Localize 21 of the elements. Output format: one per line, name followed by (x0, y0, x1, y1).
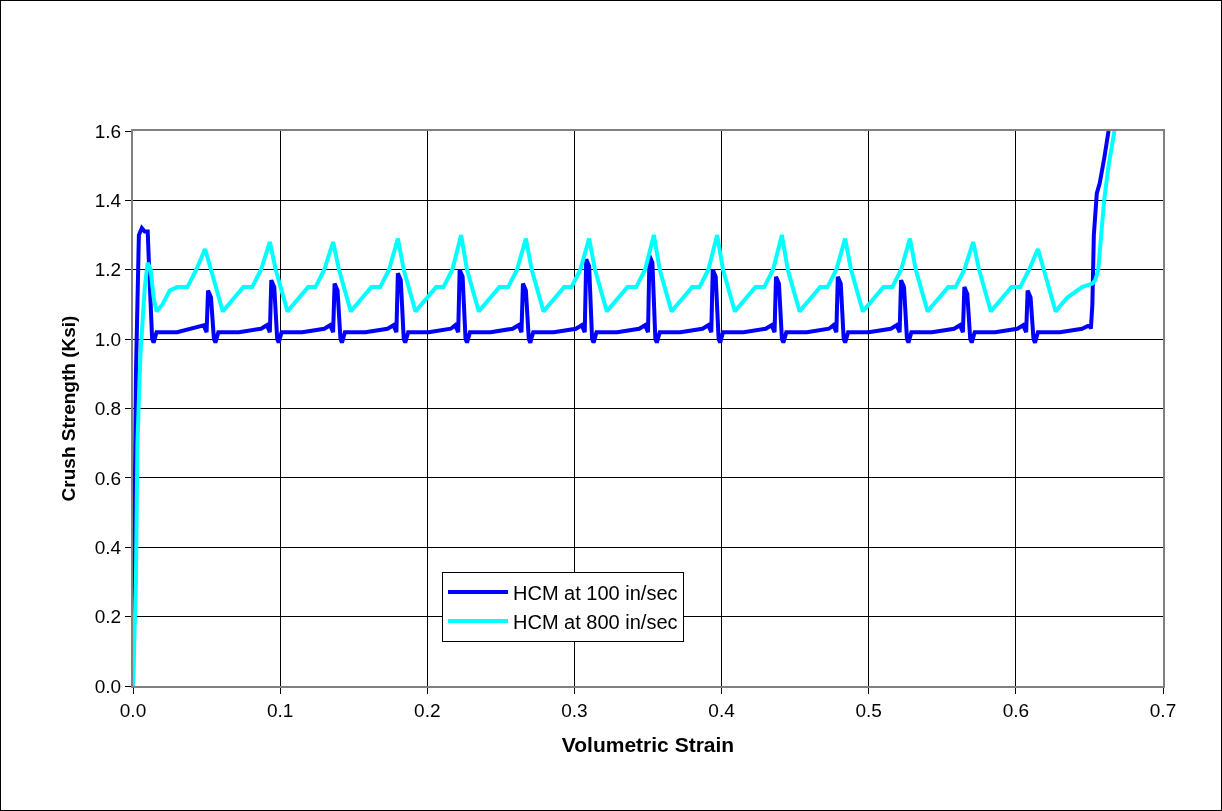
x-tick-label: 0.3 (561, 699, 588, 721)
x-tick-label: 0.4 (708, 699, 736, 721)
x-axis-title: Volumetric Strain (561, 733, 735, 757)
x-tick-label: 0.5 (855, 699, 882, 721)
y-axis-title: Crush Strength (Ksi) (58, 315, 80, 502)
x-tick-label: 0.1 (266, 699, 294, 721)
legend-label: HCM at 100 in/sec (513, 581, 678, 604)
y-tick-label: 1.4 (94, 190, 122, 212)
y-tick-label: 0.6 (94, 467, 122, 489)
y-tick-label: 0.2 (94, 606, 122, 628)
y-tick-label: 0.4 (94, 536, 122, 558)
x-tick-label: 0.2 (414, 699, 441, 721)
y-tick-label: 1.0 (94, 328, 122, 350)
legend-label: HCM at 800 in/sec (513, 610, 678, 633)
y-tick-label: 1.6 (94, 120, 122, 142)
x-tick-label: 0.0 (119, 699, 147, 721)
y-tick-label: 0.0 (94, 675, 122, 697)
x-tick-label: 0.6 (1002, 699, 1030, 721)
y-tick-label: 1.2 (94, 259, 122, 281)
x-tick-label: 0.7 (1149, 699, 1177, 721)
y-tick-label: 0.8 (94, 398, 122, 420)
